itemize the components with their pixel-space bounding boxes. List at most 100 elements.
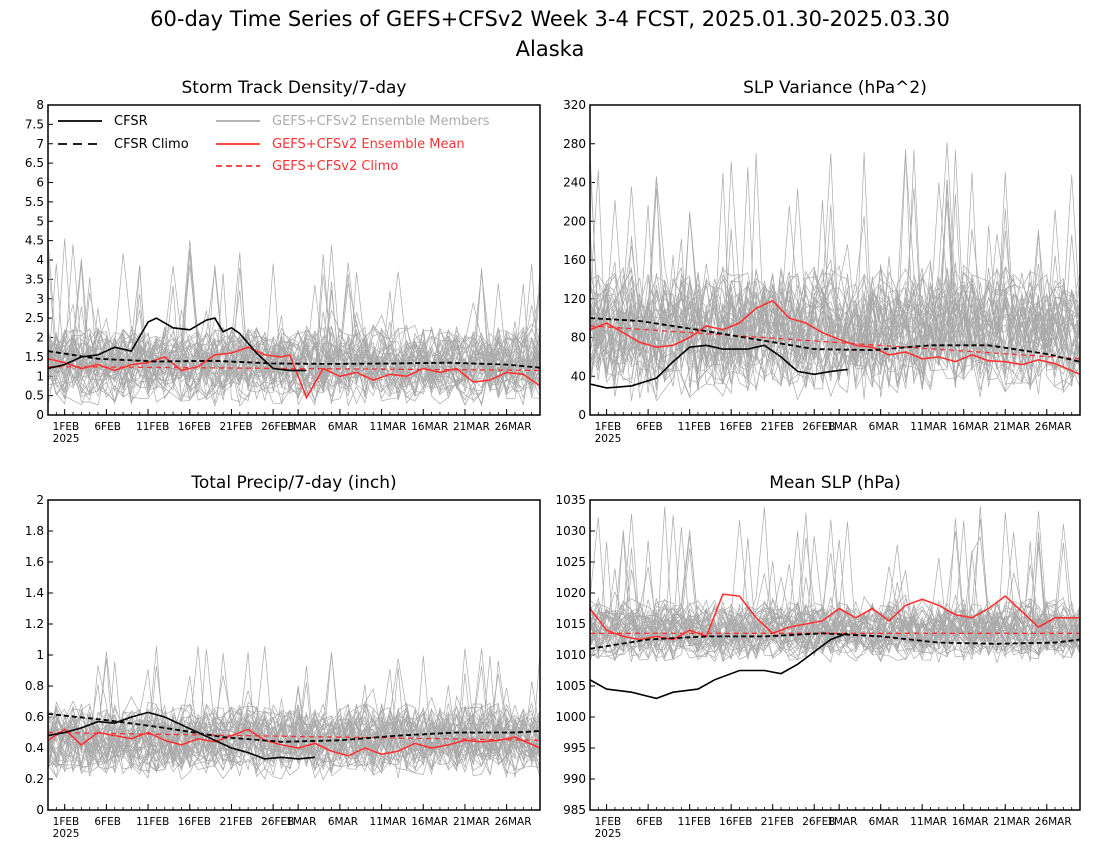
y-tick-label: 0 [36,408,44,422]
x-tick-label: 11FEB [136,421,169,433]
y-tick-label: 4.5 [25,234,44,248]
cfsr-line [48,711,315,760]
x-tick-label: 6FEB [636,421,663,433]
y-tick-label: 5.5 [25,195,44,209]
y-tick-label: 0 [578,408,586,422]
ensemble-member-line [590,199,1080,383]
chart-panel-4: Mean SLP (hPa) 985 990 995 1000 1005 1010 1015 1… [555,473,1081,840]
ensemble-member-line [48,666,540,759]
x-tick-label: 26FEB [802,421,835,433]
x-tick-label: 26FEB [261,816,294,828]
ensemble-mean-line [48,728,540,757]
y-tick-label: 3.5 [25,272,44,286]
plot-frame [47,499,541,811]
x-tick-label: 11FEB [136,816,169,828]
ensemble-member-line [48,688,540,768]
y-tick-label: 2 [36,493,44,507]
plot-frame [47,104,541,416]
panel-title: SLP Variance (hPa^2) [743,78,927,98]
y-tick-label: 3 [36,292,44,306]
x-tick-label: 1MAR [827,816,857,828]
panel-title: Storm Track Density/7-day [182,78,407,98]
x-year-label: 2025 [53,828,80,840]
ensemble-member-line [48,716,540,771]
ensemble-member-line [48,652,540,754]
x-tick-label: 1FEB [595,421,622,433]
x-tick-label: 6FEB [94,816,121,828]
y-tick-label: 995 [563,741,586,755]
x-tick-label: 26FEB [261,421,294,433]
ensemble-member-line [590,270,1080,359]
x-tick-label: 11FEB [678,421,711,433]
y-tick-label: 1005 [555,679,586,693]
y-tick-label: 6 [36,176,44,190]
y-tick-label: 0.8 [25,679,44,693]
cfsr-climo-line [48,713,540,743]
legend-mean-label: GEFS+CFSv2 Ensemble Mean [272,137,465,152]
plot-frame [589,104,1081,416]
y-tick-label: 4 [36,253,44,267]
y-tick-label: 0.5 [25,389,44,403]
x-tick-label: 6FEB [94,421,121,433]
chart-panel-3: Total Precip/7-day (inch)00.20.40.60.811… [25,473,541,840]
ensemble-member-line [590,176,1080,356]
x-tick-label: 21FEB [219,816,252,828]
y-tick-label: 1030 [555,524,586,538]
y-tick-label: 120 [563,292,586,306]
ensemble-member-line [590,506,1080,647]
y-tick-label: 40 [571,369,586,383]
ensemble-member-line [590,603,1080,649]
y-tick-label: 80 [571,331,586,345]
ensemble-member-line [48,702,540,759]
panel-title: Total Precip/7-day (inch) [190,473,396,493]
ensemble-members [590,506,1080,664]
gefs-climo-line [48,365,540,372]
y-tick-label: 5 [36,214,44,228]
x-tick-label: 11FEB [678,816,711,828]
gefs-climo-line [590,325,1080,360]
y-tick-label: 1035 [555,493,586,507]
x-tick-label: 21FEB [761,421,794,433]
y-tick-label: 7 [36,137,44,151]
y-tick-label: 990 [563,772,586,786]
x-tick-label: 6MAR [328,421,358,433]
x-tick-label: 26MAR [1035,421,1072,433]
y-tick-label: 1.8 [25,524,44,538]
y-tick-label: 280 [563,137,586,151]
y-tick-label: 2.5 [25,311,44,325]
x-tick-label: 6FEB [636,816,663,828]
ensemble-member-line [590,261,1080,373]
ensemble-member-line [590,265,1080,359]
ensemble-member-line [48,283,540,399]
x-tick-label: 1FEB [595,816,622,828]
legend-members-label: GEFS+CFSv2 Ensemble Members [272,114,490,129]
ensemble-member-line [590,264,1080,359]
cfsr-line [590,632,848,700]
ensemble-member-line [48,349,540,405]
y-tick-label: 2 [36,331,44,345]
chart-panel-2: SLP Variance (hPa^2) 0 40 80 120 160 200 240 280… [563,78,1081,445]
ensemble-member-line [590,277,1080,386]
cfsr-line [48,317,307,372]
y-tick-label: 7.5 [25,117,44,131]
plot-area [590,142,1080,402]
figure-title: 60-day Time Series of GEFS+CFSv2 Week 3-… [150,7,950,31]
y-tick-label: 0.4 [25,741,44,755]
ensemble-member-line [48,709,540,766]
ensemble-member-line [590,153,1080,392]
ensemble-member-line [48,667,540,780]
x-tick-label: 21MAR [453,421,490,433]
ensemble-member-line [590,527,1080,656]
x-tick-label: 26MAR [495,816,532,828]
ensemble-member-line [590,617,1080,662]
x-tick-label: 1MAR [286,816,316,828]
y-tick-label: 240 [563,176,586,190]
y-tick-label: 1.4 [25,586,44,600]
x-tick-label: 26MAR [495,421,532,433]
ensemble-member-line [590,179,1080,386]
x-year-label: 2025 [53,433,80,445]
x-tick-label: 16MAR [411,421,448,433]
x-year-label: 2025 [595,828,622,840]
chart-panels: Storm Track Density/7-day 0 0.5 1 1.5 2 2.5 3 3.… [25,78,1081,840]
